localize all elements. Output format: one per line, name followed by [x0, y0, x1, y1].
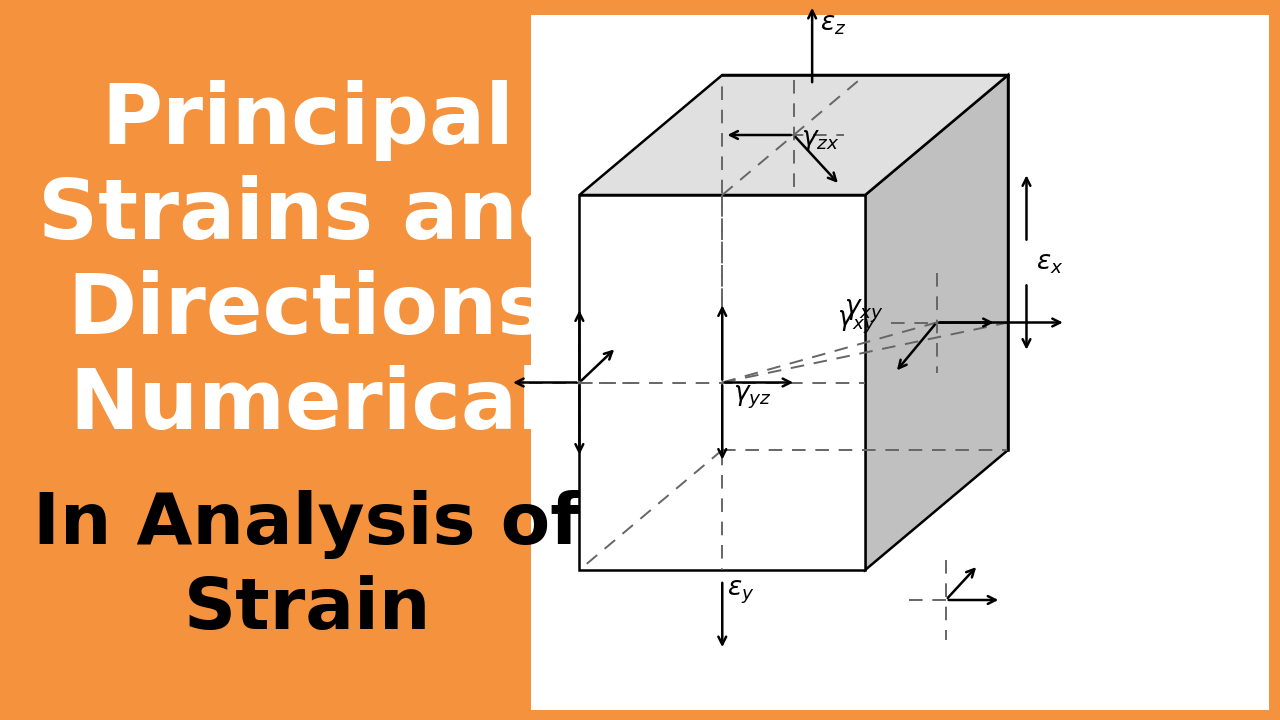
Text: Numerical: Numerical — [69, 365, 545, 446]
Text: $\gamma_{yz}$: $\gamma_{yz}$ — [733, 384, 772, 411]
Text: $\gamma_{xy}$: $\gamma_{xy}$ — [845, 297, 884, 325]
Text: $\varepsilon_z$: $\varepsilon_z$ — [819, 11, 846, 37]
Text: Strains and: Strains and — [37, 175, 577, 256]
Polygon shape — [580, 195, 865, 570]
Text: Principal: Principal — [101, 80, 513, 161]
Text: $\gamma_{zx}$: $\gamma_{zx}$ — [801, 127, 840, 153]
Text: $\gamma_{xy}$: $\gamma_{xy}$ — [837, 309, 877, 336]
Text: $\varepsilon_y$: $\varepsilon_y$ — [727, 578, 754, 606]
Text: Strain: Strain — [184, 575, 431, 644]
Polygon shape — [580, 75, 1009, 195]
Bar — [531, 15, 1268, 710]
Text: In Analysis of: In Analysis of — [33, 490, 582, 559]
Text: $\varepsilon_x$: $\varepsilon_x$ — [1036, 250, 1064, 276]
Text: Directions: Directions — [68, 270, 548, 351]
Polygon shape — [865, 75, 1009, 570]
